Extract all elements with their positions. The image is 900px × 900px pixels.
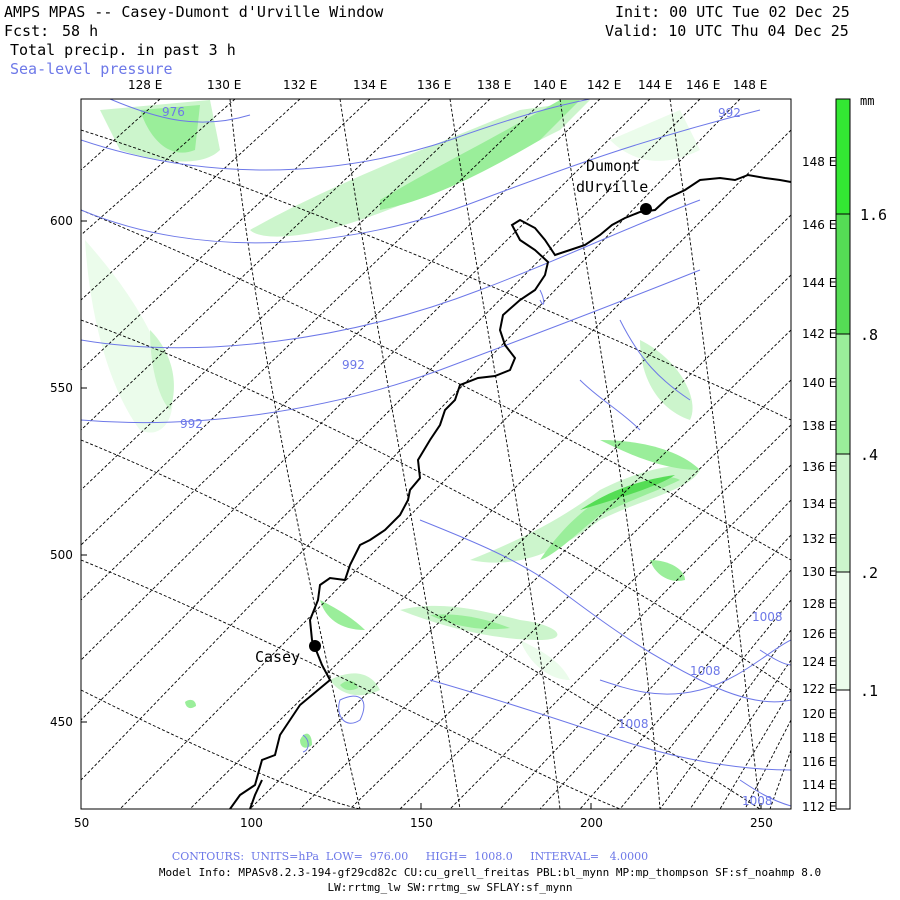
right-lat-label: 148 E	[802, 155, 837, 169]
top-lon-label: 138 E	[477, 78, 512, 92]
top-lon-label: 136 E	[417, 78, 452, 92]
y-tick-label: 550	[50, 381, 73, 395]
right-lat-label: 120 E	[802, 707, 837, 721]
valid-time: Valid: 10 UTC Thu 04 Dec 25	[605, 22, 849, 40]
right-lat-label: 144 E	[802, 276, 837, 290]
map-frame	[80, 98, 792, 810]
colorbar-level-0.2	[836, 454, 850, 572]
colorbar	[835, 98, 851, 810]
right-lat-label: 146 E	[802, 218, 837, 232]
right-lat-label: 116 E	[802, 755, 837, 769]
axis-ticks	[80, 220, 762, 809]
top-lon-label: 132 E	[283, 78, 318, 92]
colorbar-label: .1	[860, 682, 879, 700]
isobar-label: 992	[342, 358, 365, 372]
forecast-hour-value: 58 h	[62, 22, 99, 40]
isobar-label: 1008	[752, 610, 783, 624]
y-tick-label: 600	[50, 214, 73, 228]
right-lat-label: 142 E	[802, 327, 837, 341]
y-tick-label: 500	[50, 548, 73, 562]
colorbar-label: .4	[860, 446, 879, 464]
physics-info: LW:rrtmg_lw SW:rrtmg_sw SFLAY:sf_mynn	[327, 881, 573, 894]
top-lon-label: 146 E	[686, 78, 721, 92]
graticule	[81, 99, 791, 809]
colorbar-level-1.6	[836, 99, 850, 214]
colorbar-label: .8	[860, 326, 879, 344]
colorbar-label: .2	[860, 564, 879, 582]
x-tick-label: 150	[410, 816, 433, 830]
right-lat-label: 112 E	[802, 800, 837, 814]
right-lat-label: 132 E	[802, 532, 837, 546]
right-lat-label: 130 E	[802, 565, 837, 579]
top-lon-label: 148 E	[733, 78, 768, 92]
map-plot-area	[81, 99, 791, 809]
right-lat-label: 140 E	[802, 376, 837, 390]
isobar-label: 976	[162, 105, 185, 119]
isobar-label: 1008	[618, 717, 649, 731]
casey-station-marker	[309, 640, 321, 652]
isobar-label: 1008	[742, 794, 773, 808]
right-lat-label: 126 E	[802, 627, 837, 641]
isobars	[81, 99, 791, 807]
contours-info: CONTOURS: UNITS=hPa LOW= 976.00 HIGH= 10…	[171, 850, 649, 863]
place-label-casey: Casey	[255, 648, 301, 666]
dumont-durville-station-marker	[640, 203, 652, 215]
top-lon-label: 128 E	[128, 78, 163, 92]
place-label-dumont: Dumont	[586, 157, 641, 175]
x-tick-label: 100	[240, 816, 263, 830]
right-lat-label: 128 E	[802, 597, 837, 611]
precip-shading	[85, 100, 700, 748]
isobar-label: 1008	[690, 664, 721, 678]
x-tick-label: 250	[750, 816, 773, 830]
right-lat-label: 118 E	[802, 731, 837, 745]
top-lon-label: 134 E	[353, 78, 388, 92]
model-info: Model Info: MPASv8.2.3-194-gf29cd82c CU:…	[158, 866, 822, 879]
right-lat-label: 136 E	[802, 460, 837, 474]
right-lat-label: 114 E	[802, 778, 837, 792]
colorbar-label: 1.6	[860, 206, 888, 224]
top-lon-label: 144 E	[638, 78, 673, 92]
colorbar-level-0.8	[836, 214, 850, 334]
right-lat-label: 134 E	[802, 497, 837, 511]
x-tick-label: 50	[74, 816, 90, 830]
place-label-durville: dUrville	[576, 178, 649, 196]
top-lon-label: 140 E	[533, 78, 568, 92]
top-lon-label: 142 E	[587, 78, 622, 92]
right-lat-label: 122 E	[802, 682, 837, 696]
isobar-label: 992	[718, 106, 741, 120]
x-tick-label: 200	[580, 816, 603, 830]
right-lat-label: 124 E	[802, 655, 837, 669]
init-time: Init: 00 UTC Tue 02 Dec 25	[615, 3, 850, 21]
field-description: Total precip. in past 3 h	[10, 41, 236, 59]
forecast-hour-label: Fcst:	[4, 22, 50, 40]
colorbar-unit: mm	[860, 94, 875, 108]
colorbar-level-0.1	[836, 572, 850, 690]
overlay-description: Sea-level pressure	[10, 60, 173, 78]
top-lon-label: 130 E	[207, 78, 242, 92]
colorbar-level-0.4	[836, 334, 850, 454]
right-lat-label: 138 E	[802, 419, 837, 433]
y-tick-label: 450	[50, 715, 73, 729]
colorbar-level-0	[836, 690, 850, 809]
isobar-label: 992	[180, 417, 203, 431]
map-title: AMPS MPAS -- Casey-Dumont d'Urville Wind…	[4, 3, 384, 21]
